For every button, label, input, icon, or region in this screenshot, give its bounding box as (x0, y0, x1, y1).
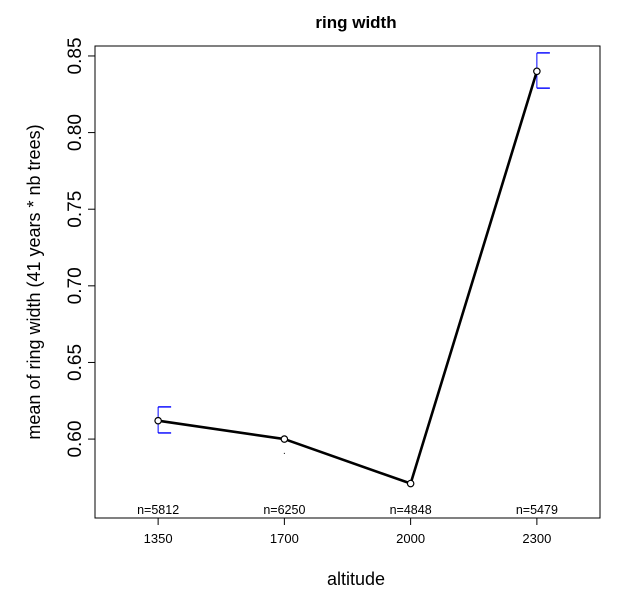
data-point (154, 416, 162, 425)
sample-size-labels: n=5812 n=6250 n=4848 n=5479 (137, 503, 558, 517)
y-axis-label: mean of ring width (41 years * nb trees) (24, 124, 44, 439)
data-point (406, 479, 415, 488)
sample-size-label: n=6250 (263, 503, 305, 517)
x-tick-label: 2300 (522, 531, 551, 546)
x-axis-label: altitude (327, 569, 385, 589)
data-point (280, 435, 289, 443)
x-tick-label: 2000 (396, 531, 425, 546)
sample-size-label: n=4848 (390, 503, 432, 517)
x-tick-label: 1350 (144, 531, 173, 546)
chart-title: ring width (315, 13, 396, 32)
error-bar-point (283, 452, 285, 454)
sample-size-label: n=5479 (516, 503, 558, 517)
error-bars (157, 52, 550, 485)
y-tick-label: 0.60 (65, 421, 86, 458)
y-tick-label: 0.70 (65, 267, 86, 304)
data-point (533, 67, 541, 76)
data-series (154, 67, 541, 488)
y-tick-label: 0.75 (65, 191, 86, 228)
y-tick-label: 0.85 (65, 37, 86, 74)
x-axis: 1350 1700 2000 2300 (144, 517, 551, 546)
y-tick-label: 0.80 (65, 114, 86, 151)
y-tick-label: 0.65 (65, 344, 86, 381)
x-tick-label: 1700 (270, 531, 299, 546)
y-axis: 0.60 0.65 0.70 0.75 0.80 0.85 (65, 37, 96, 458)
series-line (157, 70, 539, 485)
sample-size-label: n=5812 (137, 503, 179, 517)
